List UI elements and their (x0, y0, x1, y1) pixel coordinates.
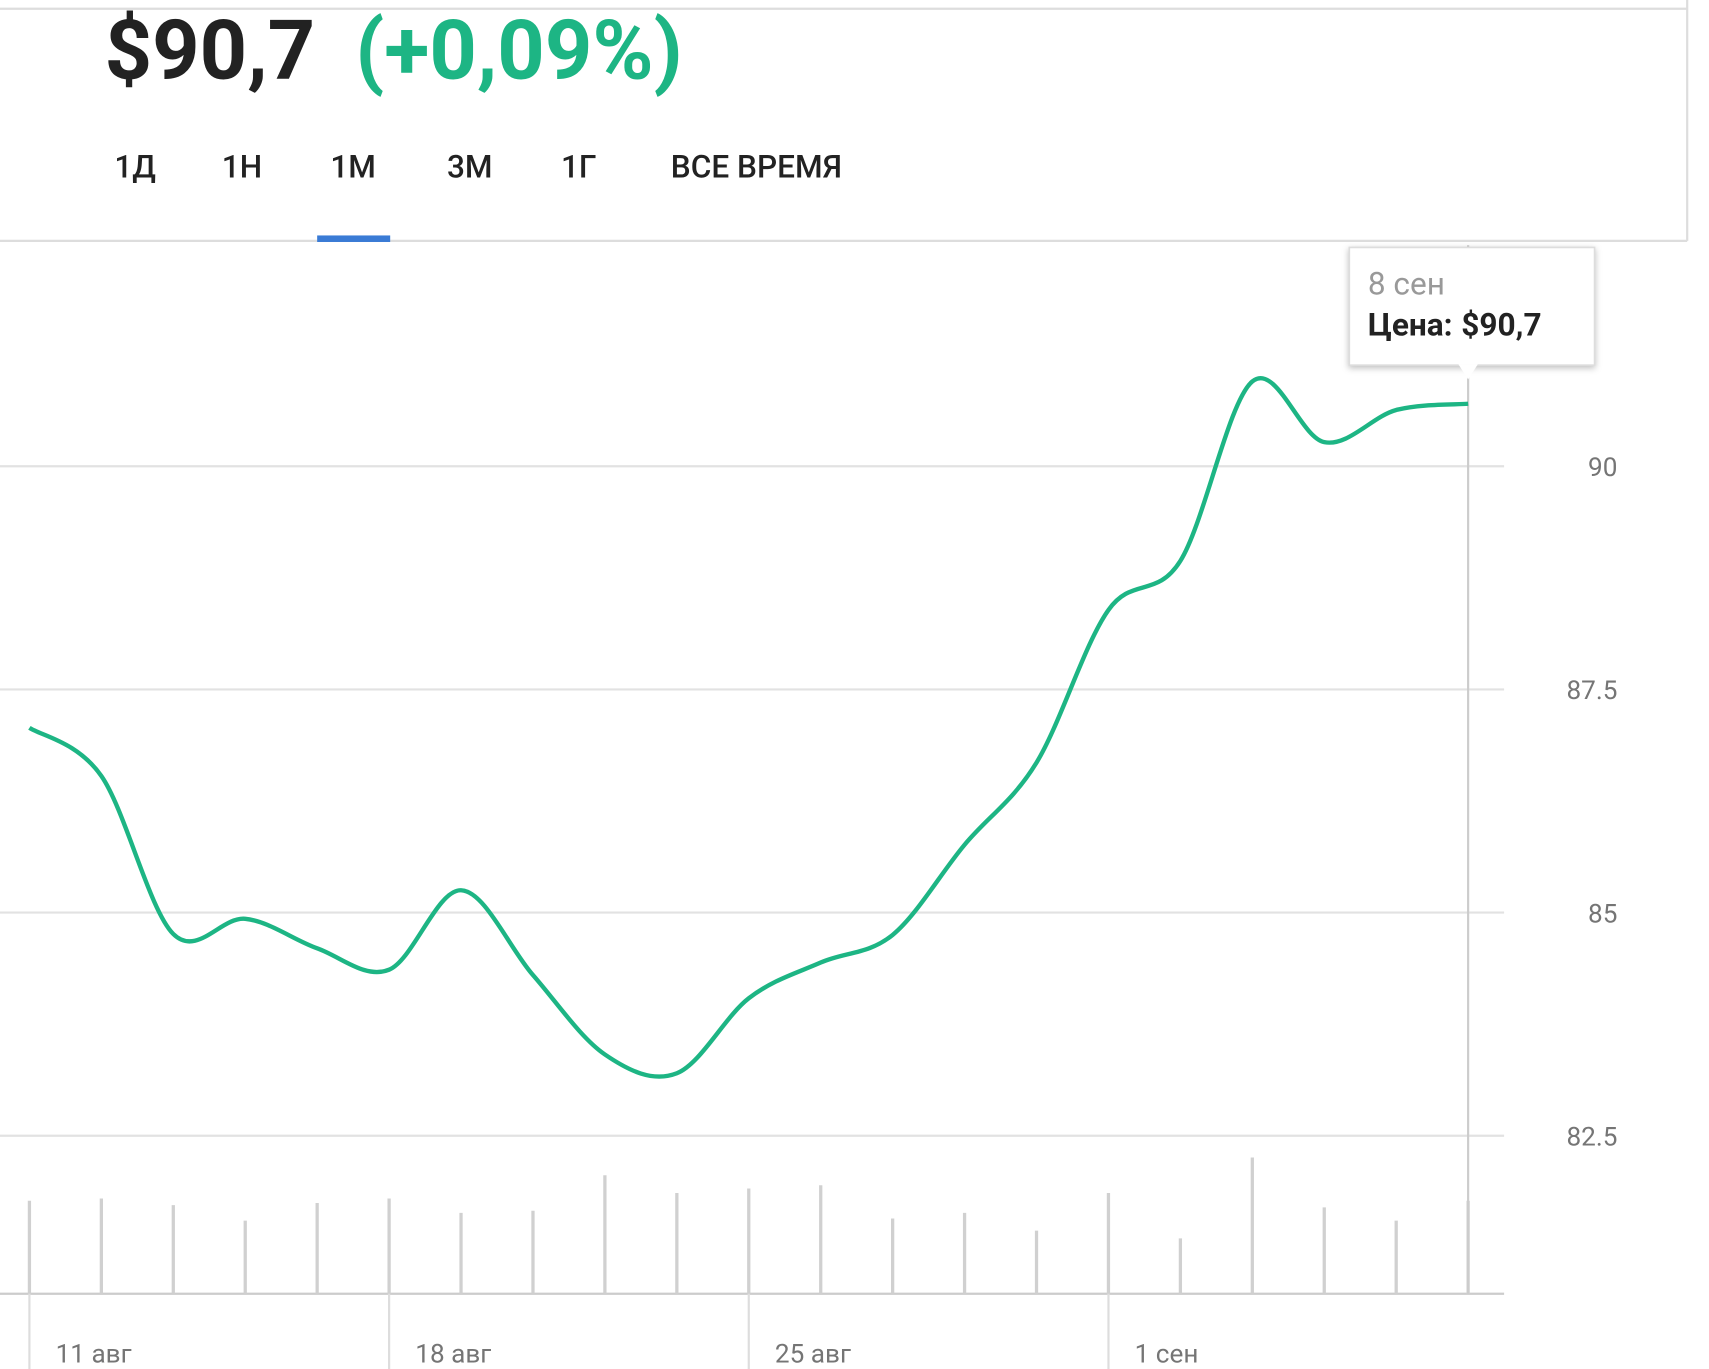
x-tick-label: 25 авг (775, 1339, 851, 1369)
tooltip-label-text: Цена: (1368, 307, 1453, 344)
price-line (28, 376, 1469, 1079)
x-tick-label: 11 авг (56, 1339, 132, 1369)
tab[interactable]: 1Н (222, 149, 262, 186)
price-change: (+0,09%) (355, 3, 682, 100)
y-tick-label: 82.5 (1566, 1123, 1617, 1153)
y-tick-label: 90 (1588, 453, 1617, 483)
tab[interactable]: ВСЕ ВРЕМЯ (671, 149, 842, 186)
tooltip-box (1348, 246, 1596, 366)
tooltip: 8 сен Цена: $90,7 (1348, 246, 1596, 380)
y-tick-label: 87.5 (1566, 676, 1617, 706)
y-tick-label: 85 (1588, 899, 1617, 929)
tooltip-date: 8 сен (1368, 265, 1445, 302)
tab[interactable]: 3М (447, 149, 493, 186)
tooltip-value: $90,7 (1461, 307, 1541, 344)
tab[interactable]: 1Г (561, 149, 597, 186)
tooltip-label: Цена: $90,7 (1368, 307, 1542, 344)
active-tab-indicator (317, 235, 391, 242)
price: $90,7 (105, 3, 315, 100)
x-tick-label: 1 сен (1135, 1339, 1199, 1369)
tooltip-pointer (1458, 364, 1478, 380)
x-tick-label: 18 авг (415, 1339, 491, 1369)
tab[interactable]: 1М (330, 149, 376, 186)
tab[interactable]: 1Д (114, 149, 156, 186)
